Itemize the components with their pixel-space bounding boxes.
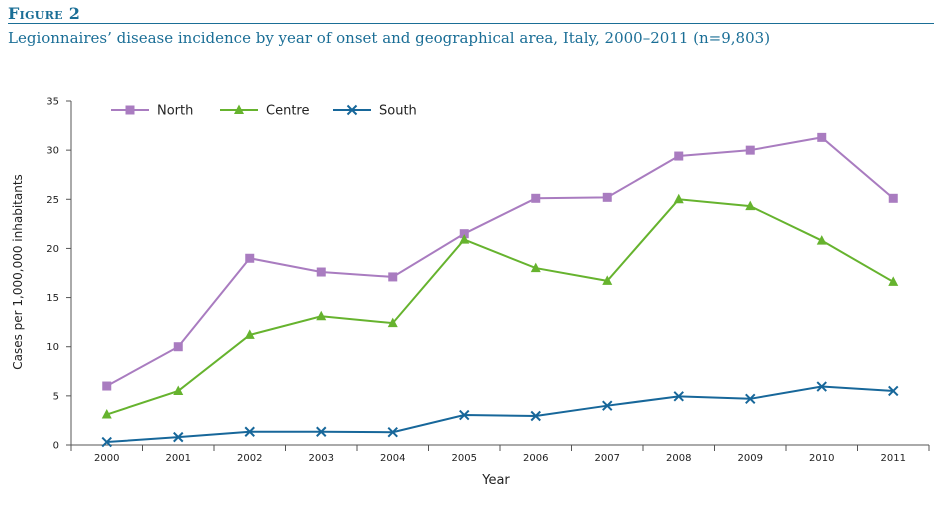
legend-item-south: South <box>333 104 417 119</box>
series-line-north <box>106 136 894 387</box>
x-axis-ticks: 2000 2001 2002 2003 2004 2005 2006 2007 2008 2009… <box>70 445 930 464</box>
data-point-centre <box>745 200 756 211</box>
series-south <box>101 381 899 448</box>
y-tick-label: 0 <box>53 441 59 452</box>
data-point-centre <box>816 235 827 245</box>
data-point-centre <box>244 329 255 339</box>
x-tick-label: 2002 <box>237 453 262 464</box>
figure-divider <box>8 23 934 24</box>
x-tick-label: 2008 <box>666 453 691 464</box>
x-tick-label: 2005 <box>452 453 477 464</box>
data-point-centre <box>530 262 541 273</box>
data-point-north <box>531 193 541 203</box>
data-point-south <box>530 410 541 422</box>
data-point-centre <box>316 310 327 321</box>
y-axis-ticks: 0 5 10 15 20 25 30 35 <box>46 97 71 452</box>
y-tick-label: 30 <box>46 146 59 157</box>
chart-series <box>101 132 899 448</box>
data-point-centre <box>101 409 112 419</box>
y-tick-label: 20 <box>46 244 59 255</box>
x-tick-label: 2007 <box>595 453 620 464</box>
x-tick-label: 2009 <box>738 453 763 464</box>
data-point-centre <box>888 276 899 286</box>
series-north <box>102 132 898 391</box>
legend-marker-centre <box>234 104 244 114</box>
y-tick-label: 15 <box>46 293 59 304</box>
data-point-centre <box>173 385 184 395</box>
legend-marker-south <box>346 104 358 116</box>
data-point-north <box>459 229 469 239</box>
data-point-south <box>602 400 613 411</box>
legend-item-north: North <box>111 104 193 119</box>
data-point-south <box>745 393 756 405</box>
x-tick-label: 2001 <box>166 453 191 464</box>
data-point-south <box>316 426 327 437</box>
data-point-north <box>817 132 827 142</box>
data-point-centre <box>673 193 684 204</box>
data-point-south <box>244 426 255 437</box>
data-point-south <box>673 391 684 402</box>
figure-label: Figure 2 <box>8 4 81 23</box>
legend-label-south: South <box>379 104 417 119</box>
figure-title: Legionnaires’ disease incidence by year … <box>8 29 771 47</box>
data-point-north <box>674 151 684 161</box>
x-tick-label: 2003 <box>309 453 334 464</box>
data-point-north <box>745 145 755 155</box>
y-tick-label: 25 <box>46 195 59 206</box>
x-tick-label: 2006 <box>523 453 548 464</box>
data-point-centre <box>459 234 470 244</box>
legend-label-north: North <box>157 104 193 119</box>
data-point-north <box>173 342 183 352</box>
data-point-south <box>387 427 398 438</box>
data-point-north <box>102 381 112 391</box>
y-tick-label: 5 <box>53 391 59 402</box>
data-point-south <box>816 381 827 392</box>
chart-legend: North Centre South <box>111 104 417 119</box>
legend-label-centre: Centre <box>266 104 309 119</box>
y-tick-label: 10 <box>46 342 59 353</box>
legend-item-centre: Centre <box>220 104 309 119</box>
x-tick-label: 2004 <box>380 453 405 464</box>
data-point-centre <box>387 317 398 328</box>
y-axis-label: Cases per 1,000,000 inhabitants <box>11 174 25 370</box>
x-tick-label: 2010 <box>809 453 834 464</box>
legend-marker-north <box>125 105 135 115</box>
series-line-south <box>106 385 894 444</box>
data-point-south <box>101 436 112 448</box>
y-tick-label: 35 <box>46 97 59 108</box>
data-point-north <box>602 192 612 202</box>
data-point-centre <box>602 275 613 285</box>
series-line-centre <box>106 198 894 416</box>
x-tick-label: 2011 <box>881 453 906 464</box>
x-tick-label: 2000 <box>94 453 119 464</box>
data-point-south <box>173 431 184 443</box>
data-point-south <box>459 409 470 421</box>
series-centre <box>101 193 899 419</box>
data-point-north <box>388 272 398 282</box>
x-axis-label: Year <box>481 473 510 488</box>
data-point-north <box>316 267 326 277</box>
data-point-north <box>245 253 255 263</box>
data-point-north <box>888 193 898 203</box>
data-point-south <box>888 385 899 397</box>
chart-axes <box>70 101 929 446</box>
